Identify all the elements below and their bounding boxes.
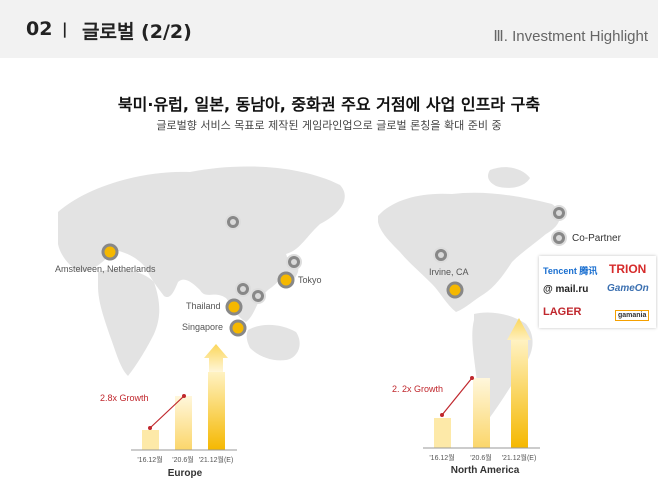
label-irvine: Irvine, CA [429, 267, 469, 277]
growth-arrow-icon [507, 318, 531, 346]
pin-gold-icon [446, 281, 464, 299]
label-thailand: Thailand [186, 301, 221, 311]
pin-gold-icon [229, 319, 247, 337]
tencent-logo: Tencent 腾讯 [543, 266, 598, 276]
mailru-logo: @ mail.ru [543, 284, 589, 295]
europe-tick-label: '21.12월(E) [198, 457, 234, 464]
map-landmass [58, 166, 560, 420]
na-region-label: North America [450, 465, 520, 476]
bar-na-16-12 [434, 418, 451, 448]
co-partner-label: Co-Partner [572, 233, 621, 244]
north-america-chart [423, 318, 540, 449]
section-label: Ⅲ. Investment Highlight [493, 28, 648, 45]
header-bar: 02 | 글로벌 (2/2) Ⅲ. Investment Highlight [0, 0, 658, 58]
na-growth-label: 2. 2x Growth [392, 384, 444, 394]
gameon-logo: GameOn [607, 283, 649, 294]
header-separator: | [62, 20, 68, 38]
pin-gold-icon [225, 298, 243, 316]
bar-europe-21-12 [208, 372, 225, 450]
na-tick-label: '16.12월 [429, 455, 455, 462]
pin-gold-icon [101, 243, 119, 261]
europe-chart [131, 344, 237, 451]
bar-na-20-6 [473, 378, 490, 448]
headline: 북미·유럽, 일본, 동남아, 중화권 주요 거점에 사업 인프라 구축 [117, 95, 541, 114]
pin-gold-icon [277, 271, 295, 289]
section-number: 02 [26, 18, 53, 40]
bar-europe-20-6 [175, 396, 192, 450]
growth-arrow-icon [204, 344, 228, 372]
europe-growth-label: 2.8x Growth [100, 393, 149, 403]
bar-na-21-12 [511, 340, 528, 448]
europe-tick-label: '20.6월 [172, 457, 194, 464]
na-tick-label: '20.6월 [470, 455, 492, 462]
na-tick-label: '21.12월(E) [501, 455, 537, 462]
label-singapore: Singapore [182, 322, 224, 332]
label-tokyo: Tokyo [298, 275, 322, 285]
label-amstelveen: Amstelveen, Netherlands [55, 264, 156, 274]
europe-region-label: Europe [167, 468, 203, 479]
page-title: 글로벌 (2/2) [82, 21, 192, 43]
europe-tick-label: '16.12월 [137, 457, 163, 464]
lager-logo: LAGER [543, 306, 582, 318]
gamania-logo: gamania [615, 310, 650, 321]
trion-logo: TRION [609, 262, 647, 276]
location-pins [101, 205, 567, 337]
subheadline: 글로벌향 서비스 목표로 제작된 게임라인업으로 글로벌 론칭을 확대 준비 중 [156, 119, 502, 132]
partner-logos-panel: Tencent 腾讯 TRION @ mail.ru GameOn LAGER … [539, 256, 656, 328]
bar-europe-16-12 [142, 430, 159, 450]
